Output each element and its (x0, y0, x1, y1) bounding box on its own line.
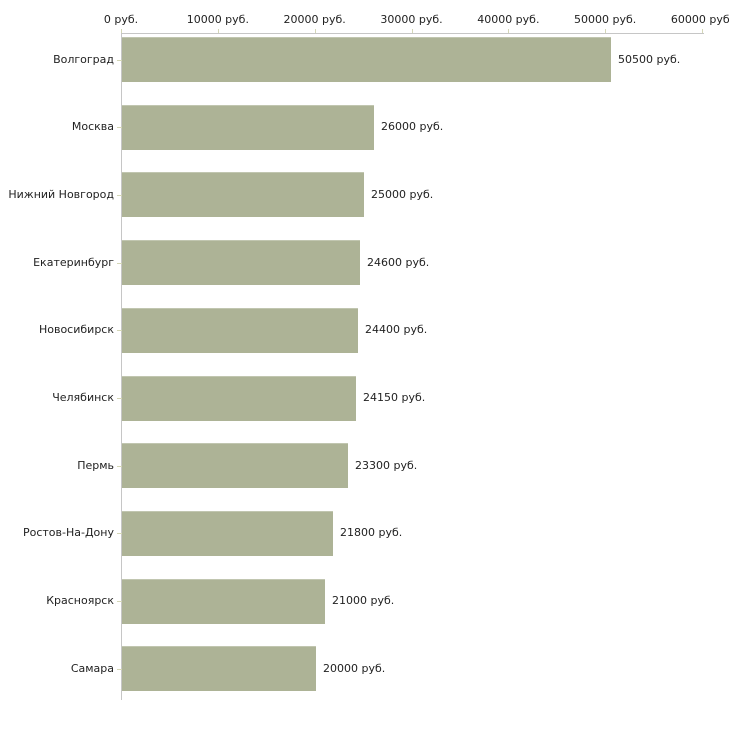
value-label: 20000 руб. (323, 661, 386, 675)
x-tick-label: 50000 руб. (574, 13, 637, 26)
bar (122, 578, 325, 624)
value-label: 21800 руб. (340, 526, 403, 540)
x-tick-mark (121, 29, 122, 33)
x-tick-mark (702, 29, 703, 33)
bar (122, 375, 356, 421)
bar (122, 646, 316, 692)
y-tick-mark (117, 466, 122, 467)
value-label: 25000 руб. (371, 187, 434, 201)
category-label: Пермь (77, 458, 114, 472)
category-label: Красноярск (46, 594, 114, 608)
x-tick-label: 40000 руб. (477, 13, 540, 26)
x-tick-mark (605, 29, 607, 33)
value-label: 21000 руб. (332, 594, 395, 608)
x-axis-line (121, 33, 704, 34)
category-label: Нижний Новгород (8, 187, 114, 201)
value-label: 24600 руб. (367, 255, 430, 269)
x-tick-label: 60000 руб. (670, 13, 730, 26)
value-label: 23300 руб. (355, 458, 418, 472)
value-label: 26000 руб. (381, 120, 444, 134)
x-tick-label: 0 руб. (103, 13, 139, 26)
x-tick-label: 20000 руб. (283, 13, 346, 26)
value-label: 24150 руб. (363, 391, 426, 404)
bar (122, 172, 364, 218)
y-tick-mark (117, 60, 122, 61)
y-tick-mark (117, 330, 122, 331)
category-label: Самара (70, 661, 114, 675)
x-tick-label: 10000 руб. (186, 13, 249, 26)
value-label: 24400 руб. (365, 323, 428, 337)
category-label: Челябинск (52, 391, 114, 404)
category-label: Волгоград (53, 52, 114, 66)
value-label: 50500 руб. (618, 52, 681, 66)
bar (122, 37, 611, 82)
y-tick-mark (117, 601, 122, 602)
category-label: Екатеринбург (33, 255, 114, 269)
category-label: Ростов-На-Дону (22, 526, 114, 540)
bar (122, 240, 360, 286)
bar (122, 443, 348, 489)
y-tick-mark (117, 398, 122, 399)
y-tick-mark (117, 195, 122, 196)
x-tick-mark (217, 29, 219, 33)
x-tick-label: 30000 руб. (380, 13, 443, 26)
bar (122, 104, 374, 150)
x-tick-mark (314, 29, 316, 33)
category-label: Новосибирск (38, 323, 114, 337)
x-tick-mark (411, 29, 413, 33)
y-tick-mark (117, 127, 122, 128)
bar (122, 510, 333, 556)
y-axis-line (121, 33, 122, 700)
y-tick-mark (117, 533, 122, 534)
bar (122, 307, 358, 353)
y-tick-mark (117, 669, 122, 670)
y-tick-mark (117, 263, 122, 264)
x-tick-mark (508, 29, 510, 33)
category-label: Москва (71, 120, 114, 134)
